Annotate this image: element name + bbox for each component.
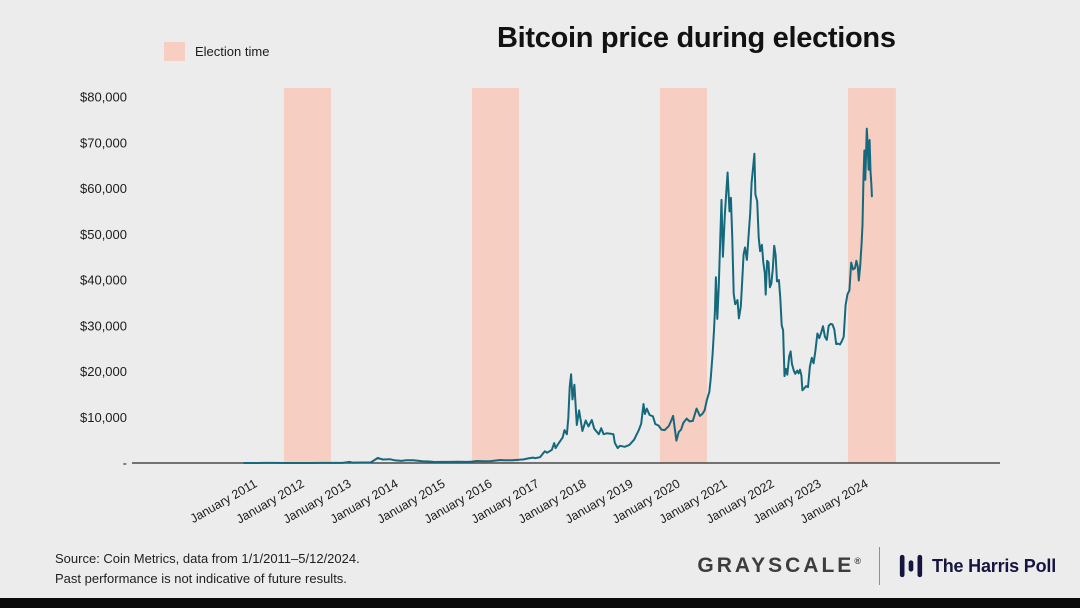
source-note: Source: Coin Metrics, data from 1/1/2011… — [55, 549, 360, 588]
harris-poll-icon — [899, 554, 923, 578]
y-axis-tick-label: - — [123, 456, 127, 471]
election-band — [659, 88, 707, 463]
grayscale-logo: GRAYSCALE® — [697, 554, 861, 578]
y-axis-tick-label: $20,000 — [80, 364, 127, 379]
grayscale-wordmark: GRAYSCALE — [697, 554, 855, 577]
chart-title: Bitcoin price during elections — [497, 22, 896, 54]
legend-label: Election time — [195, 44, 270, 59]
y-axis-tick-label: $50,000 — [80, 227, 127, 242]
harris-poll-logo: The Harris Poll — [898, 553, 1056, 579]
y-axis-tick-label: $10,000 — [80, 410, 127, 425]
brand-logos: GRAYSCALE® The Harris Poll — [697, 546, 1056, 586]
election-band — [847, 88, 896, 463]
election-time-swatch — [164, 42, 185, 61]
source-line-2: Past performance is not indicative of fu… — [55, 570, 347, 586]
harris-poll-wordmark: The Harris Poll — [931, 555, 1056, 576]
logo-divider — [878, 547, 880, 585]
election-band — [471, 88, 519, 463]
y-axis-tick-label: $70,000 — [80, 135, 127, 150]
price-line — [243, 127, 873, 464]
bitcoin-price-chart: - $10,000 $20,000 $30,000 $40,000 $50,000 $60,… — [80, 88, 1000, 526]
y-axis-tick-label: $30,000 — [80, 318, 127, 333]
bottom-bar — [0, 598, 1080, 608]
y-axis-tick-label: $60,000 — [80, 181, 127, 196]
legend: Election time — [164, 42, 269, 61]
registered-mark-icon: ® — [854, 556, 861, 566]
y-axis-tick-label: $40,000 — [80, 273, 127, 288]
source-line-1: Source: Coin Metrics, data from 1/1/2011… — [55, 551, 360, 566]
election-band — [283, 88, 331, 463]
y-axis-tick-label: $80,000 — [80, 90, 127, 105]
